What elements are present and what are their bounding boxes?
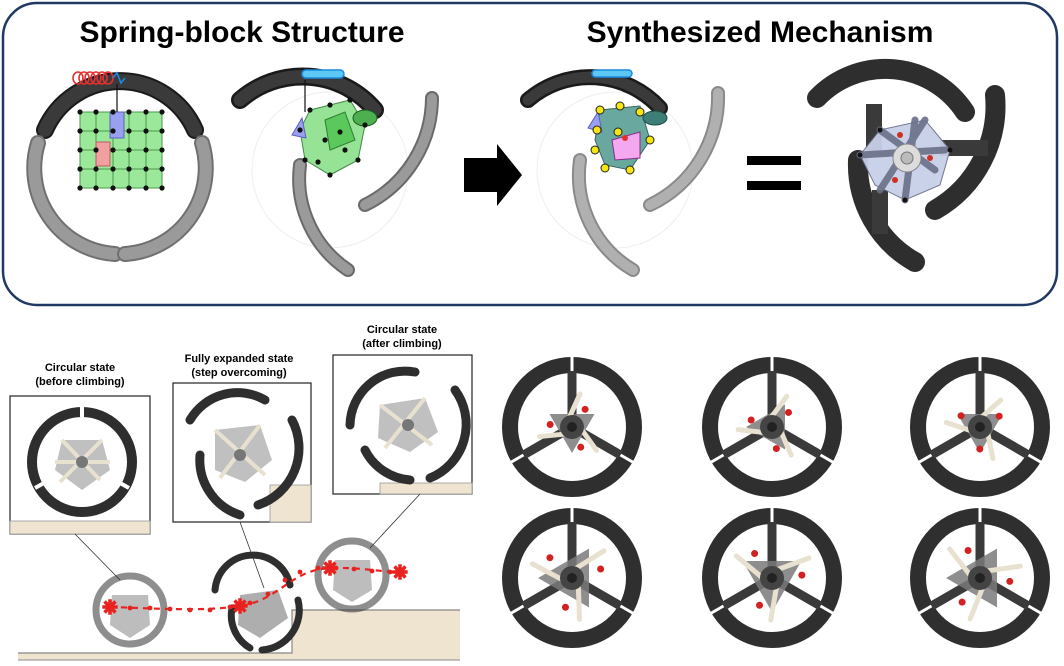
stage-3-caption-line2: (after climbing)	[362, 338, 442, 350]
stage-2-caption-line2: (step overcoming)	[191, 367, 287, 379]
red-spring	[72, 71, 114, 85]
wheel-config-1	[502, 356, 642, 497]
wheel-config-2	[702, 356, 842, 497]
wheel-after-climb	[314, 537, 390, 613]
wheel-config-4	[502, 507, 642, 648]
synthesized-mechanism-title: Synthesized Mechanism	[587, 16, 934, 49]
blue-spring	[301, 69, 345, 79]
trajectory	[102, 560, 408, 615]
synthesized-wheel-skeleton	[520, 69, 726, 277]
stage-2-caption-line1: Fully expanded state	[185, 353, 294, 365]
stage-1-box	[9, 395, 151, 535]
stage-3-box	[332, 354, 473, 495]
stage-1-caption-line2: (before climbing)	[35, 376, 125, 388]
right-arrow-icon	[464, 144, 522, 206]
spring-block-title: Spring-block Structure	[79, 16, 404, 49]
wheel-grid	[502, 356, 1050, 648]
blue-spring-synth	[591, 69, 633, 78]
wheel-config-6	[910, 507, 1050, 648]
stage-1-caption-line1: Circular state	[45, 362, 115, 374]
stage-3-caption-line1: Circular state	[367, 324, 437, 336]
spring-block-wheel-expanded	[231, 67, 439, 277]
wheel-config-5	[702, 507, 842, 648]
equals-sign	[747, 156, 801, 190]
synthesized-wheel-cad	[807, 58, 1006, 272]
spring-block-wheel-circular	[26, 71, 214, 262]
wheel-config-3	[910, 356, 1050, 497]
stage-2-box	[172, 382, 312, 523]
